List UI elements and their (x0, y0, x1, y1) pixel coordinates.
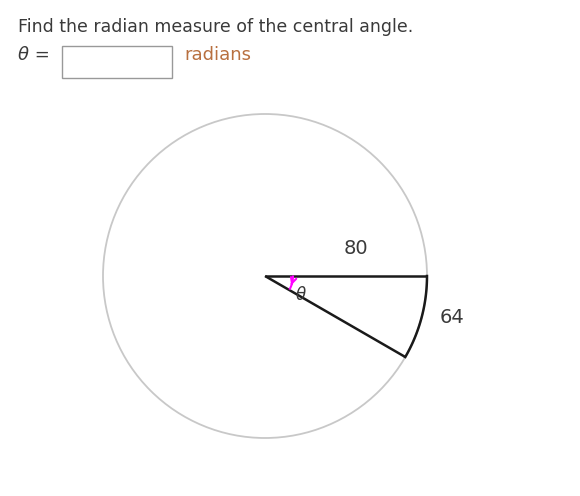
Text: θ =: θ = (18, 46, 50, 64)
Bar (62, 46, 172, 78)
Text: 64: 64 (440, 309, 464, 327)
Text: Find the radian measure of the central angle.: Find the radian measure of the central a… (18, 18, 413, 36)
Text: 80: 80 (344, 239, 368, 258)
Text: $\theta$: $\theta$ (295, 286, 307, 304)
Text: radians: radians (184, 46, 251, 64)
